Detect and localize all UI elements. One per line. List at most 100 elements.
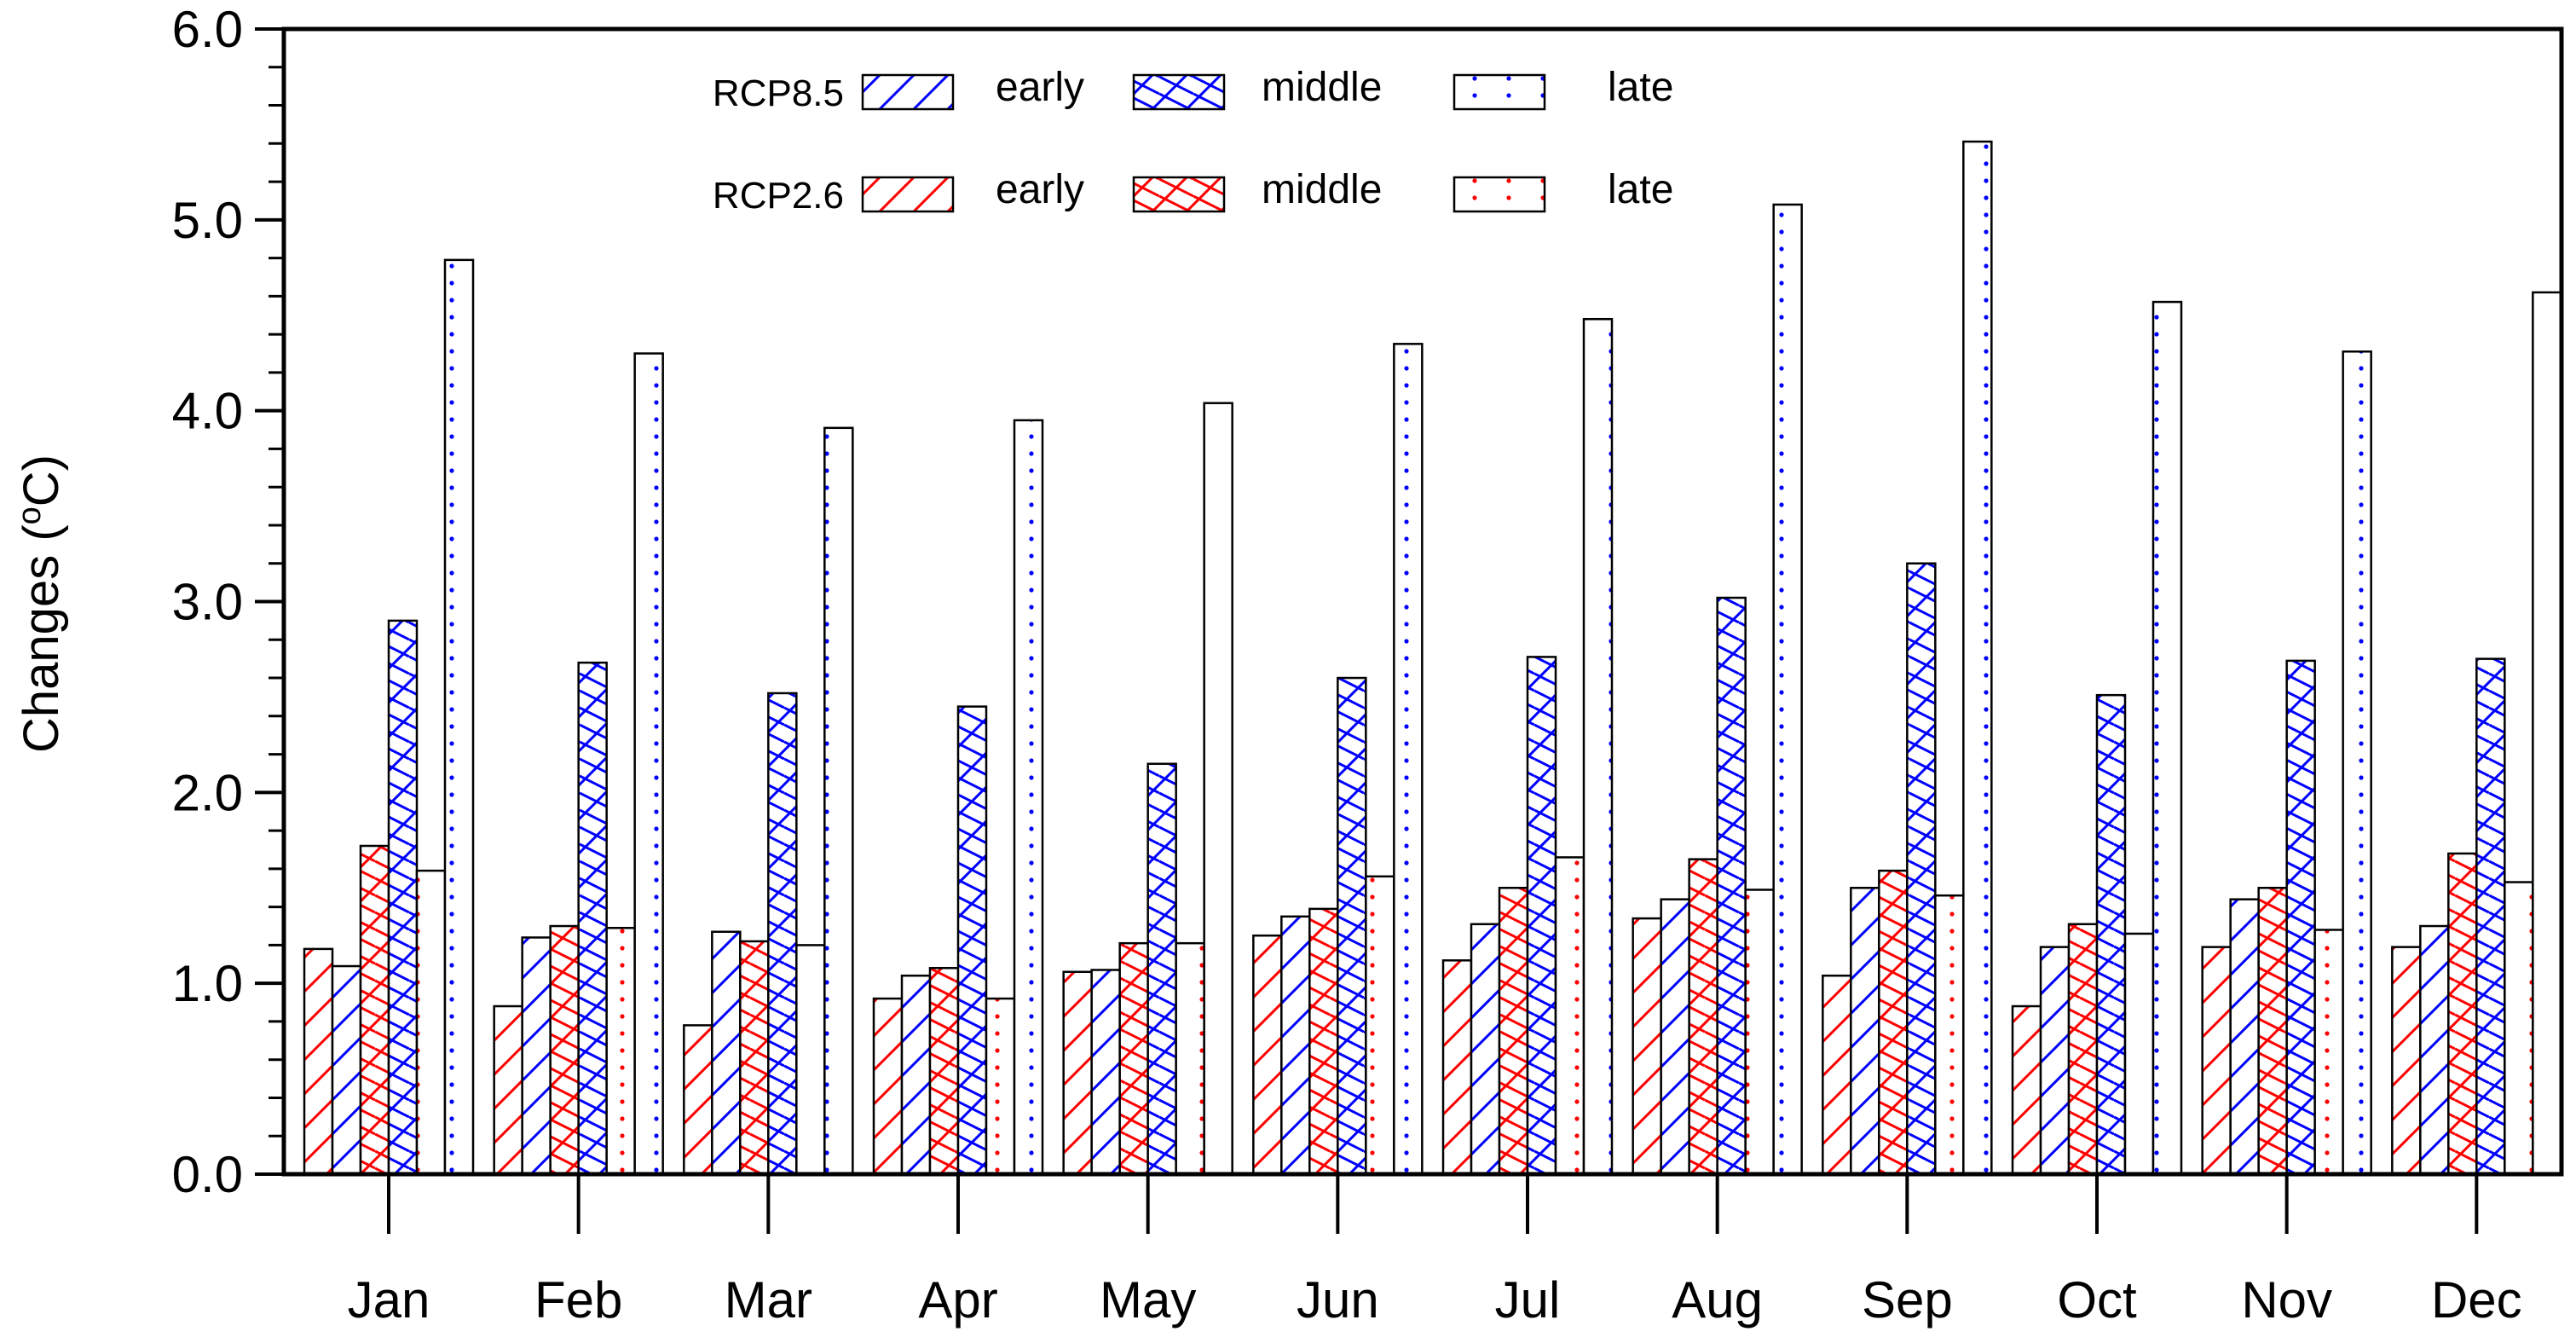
- y-axis-title-prefix: Changes (: [14, 524, 69, 753]
- bar-apr-rcp2-6-middle: [928, 967, 960, 1176]
- y-axis-title-suffix: C): [14, 454, 69, 507]
- x-tick-label-mar: Mar: [725, 1271, 812, 1329]
- x-tick-label-apr: Apr: [918, 1271, 997, 1329]
- bar-jan-rcp2-6-middle: [359, 844, 390, 1176]
- legend-label-late: late: [1608, 167, 1673, 212]
- y-tick-label: 2.0: [172, 764, 243, 821]
- legend-swatch-early: [861, 73, 955, 111]
- y-tick-label: 4.0: [172, 383, 243, 440]
- bar-nov-rcp2-6-early: [2201, 946, 2232, 1176]
- bar-oct-rcp2-6-late: [2123, 932, 2155, 1176]
- legend-label-early: early: [996, 167, 1084, 212]
- y-axis-title: Changes (oC): [12, 454, 69, 753]
- legend-swatch-early: [861, 176, 955, 213]
- bar-nov-rcp8-5-early: [2229, 898, 2260, 1176]
- legend-label-middle: middle: [1262, 65, 1382, 110]
- bar-dec-rcp8-5-early: [2419, 924, 2450, 1176]
- bar-mar-rcp2-6-early: [683, 1024, 713, 1176]
- x-tick-label-nov: Nov: [2241, 1271, 2332, 1329]
- bar-aug-rcp8-5-middle: [1716, 596, 1747, 1176]
- bar-jan-rcp2-6-early: [303, 947, 334, 1176]
- bar-may-rcp8-5-early: [1090, 969, 1121, 1176]
- y-tick-label: 0.0: [172, 1146, 243, 1203]
- bar-aug-rcp8-5-late: [1772, 203, 1803, 1176]
- bar-jun-rcp8-5-middle: [1337, 676, 1367, 1176]
- legend: RCP8.5 early middle late RCP2.6 early middle la…: [713, 65, 1673, 217]
- bar-aug-rcp2-6-early: [1632, 917, 1662, 1176]
- bar-oct-rcp2-6-early: [2011, 1004, 2042, 1176]
- bar-may-rcp8-5-middle: [1146, 762, 1177, 1176]
- x-tick-label-may: May: [1100, 1271, 1196, 1329]
- y-tick-label: 1.0: [172, 955, 243, 1012]
- bar-jul-rcp2-6-late: [1554, 856, 1585, 1176]
- x-tick-label-jul: Jul: [1495, 1271, 1561, 1329]
- bar-aug-rcp8-5-early: [1660, 898, 1690, 1176]
- bar-may-rcp2-6-middle: [1118, 941, 1149, 1176]
- bar-apr-rcp8-5-middle: [956, 705, 988, 1176]
- bar-sep-rcp8-5-early: [1850, 887, 1880, 1176]
- bar-oct-rcp8-5-middle: [2095, 693, 2127, 1176]
- bar-sep-rcp2-6-late: [1934, 894, 1965, 1176]
- bar-dec-rcp8-5-middle: [2475, 657, 2506, 1176]
- bar-mar-rcp8-5-early: [711, 930, 742, 1176]
- legend-label-middle: middle: [1262, 167, 1382, 212]
- bar-jul-rcp2-6-middle: [1498, 887, 1529, 1176]
- bar-jan-rcp8-5-late: [443, 258, 475, 1176]
- bar-sep-rcp2-6-middle: [1878, 869, 1909, 1176]
- bar-nov-rcp2-6-late: [2313, 929, 2344, 1176]
- bar-jun-rcp2-6-early: [1252, 934, 1283, 1176]
- bar-nov-rcp8-5-late: [2342, 350, 2372, 1176]
- bar-feb-rcp8-5-late: [633, 352, 664, 1176]
- y-tick-label: 6.0: [172, 1, 243, 58]
- x-tick-label-aug: Aug: [1672, 1271, 1763, 1329]
- bar-may-rcp2-6-late: [1175, 941, 1205, 1176]
- bar-apr-rcp8-5-late: [1013, 419, 1044, 1176]
- bar-feb-rcp2-6-middle: [549, 924, 580, 1176]
- legend-swatch-late: [1453, 176, 1546, 213]
- legend-swatch-middle: [1132, 73, 1226, 111]
- bar-jul-rcp8-5-late: [1582, 317, 1614, 1176]
- bar-sep-rcp2-6-early: [1822, 974, 1852, 1176]
- axes-layer: 0.0 1.0 2.0 3.0 4.0 5.0 6.0 Jan Feb Mar Apr May Jun J…: [172, 1, 2564, 1329]
- legend-label-late: late: [1608, 65, 1673, 110]
- bar-dec-rcp8-5-late: [2532, 291, 2562, 1176]
- bar-feb-rcp8-5-middle: [577, 661, 608, 1176]
- x-tick-label-feb: Feb: [534, 1271, 622, 1329]
- bar-mar-rcp8-5-middle: [767, 692, 798, 1176]
- legend-swatch-late: [1453, 73, 1546, 111]
- bar-aug-rcp2-6-middle: [1688, 858, 1718, 1176]
- x-tick-label-jun: Jun: [1297, 1271, 1379, 1329]
- legend-swatch-middle: [1132, 176, 1226, 213]
- bar-feb-rcp8-5-early: [521, 936, 552, 1176]
- legend-label-early: early: [996, 65, 1084, 110]
- bar-jun-rcp8-5-late: [1393, 343, 1424, 1176]
- bar-jun-rcp2-6-late: [1365, 875, 1395, 1176]
- bar-jan-rcp8-5-middle: [387, 619, 419, 1176]
- bar-jan-rcp2-6-late: [415, 869, 447, 1176]
- bar-jul-rcp8-5-middle: [1526, 656, 1557, 1176]
- bar-aug-rcp2-6-late: [1744, 889, 1775, 1176]
- bar-nov-rcp8-5-middle: [2285, 659, 2316, 1176]
- bar-nov-rcp2-6-middle: [2257, 887, 2288, 1176]
- y-axis-title-superscript: o: [12, 507, 48, 524]
- bar-jul-rcp8-5-early: [1470, 923, 1501, 1176]
- y-tick-label: 3.0: [172, 574, 243, 631]
- bar-may-rcp2-6-early: [1062, 970, 1093, 1176]
- legend-scenario-rcp2-6: RCP2.6: [713, 175, 844, 217]
- bar-may-rcp8-5-late: [1203, 402, 1233, 1176]
- bar-jun-rcp8-5-early: [1280, 915, 1311, 1176]
- bar-jan-rcp8-5-early: [331, 964, 362, 1176]
- bar-sep-rcp8-5-late: [1962, 140, 1993, 1176]
- legend-scenario-rcp8-5: RCP8.5: [713, 72, 844, 114]
- bar-sep-rcp8-5-middle: [1906, 562, 1937, 1176]
- bar-dec-rcp2-6-early: [2391, 946, 2422, 1176]
- bar-mar-rcp2-6-late: [795, 944, 826, 1176]
- bar-mar-rcp2-6-middle: [739, 940, 770, 1176]
- bar-dec-rcp2-6-late: [2504, 881, 2534, 1176]
- x-tick-label-dec: Dec: [2431, 1271, 2522, 1329]
- bar-oct-rcp8-5-early: [2039, 946, 2071, 1176]
- bar-apr-rcp2-6-late: [985, 997, 1016, 1176]
- x-tick-label-jan: Jan: [348, 1271, 430, 1329]
